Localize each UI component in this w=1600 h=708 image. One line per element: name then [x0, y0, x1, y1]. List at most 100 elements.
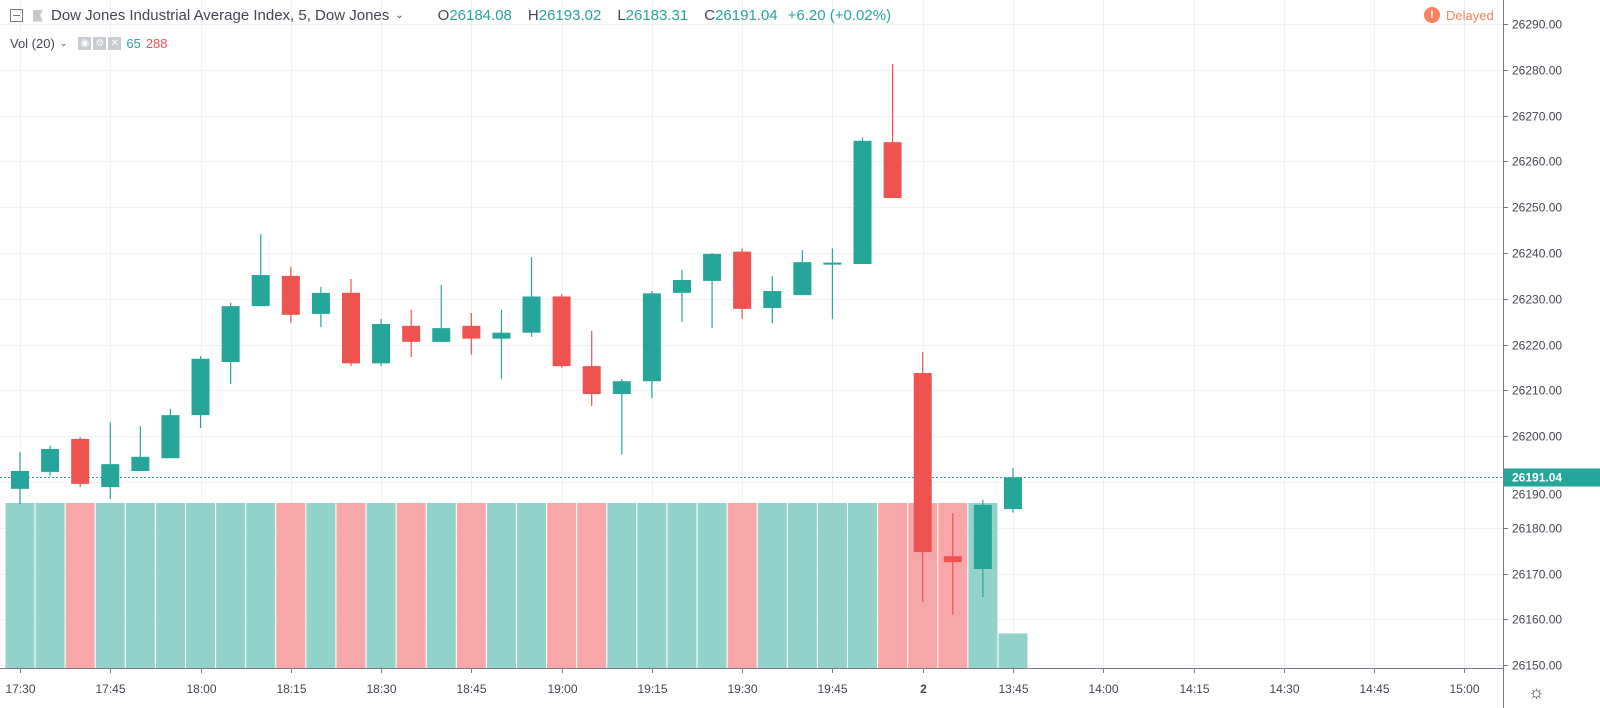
open-label: O [437, 7, 450, 24]
candle-body [703, 253, 722, 281]
volume-bar [848, 503, 878, 668]
settings-gear-icon[interactable]: ☼ [1528, 682, 1545, 702]
delayed-badge[interactable]: ! Delayed [1424, 7, 1494, 23]
price-tick-label: 26260.00 [1512, 155, 1562, 169]
volume-label[interactable]: Vol (20) [10, 36, 55, 51]
candle [522, 257, 541, 337]
exclamation-circle-icon: ! [1424, 7, 1440, 23]
price-tick-label: 26250.00 [1512, 201, 1562, 215]
price-tick-label: 26190.00 [1512, 488, 1562, 502]
price-tick-label: 26160.00 [1512, 613, 1562, 627]
price-tick-label: 26230.00 [1512, 293, 1562, 307]
candle-body [612, 381, 631, 395]
volume-bar [878, 503, 908, 668]
time-tick-label: 18:30 [366, 682, 396, 696]
candle-body [823, 262, 842, 265]
time-tick-label: 15:00 [1449, 682, 1479, 696]
time-tick-label: 2 [920, 682, 927, 696]
candle-body [341, 292, 360, 364]
low-value: 26183.31 [625, 7, 689, 24]
candle [642, 291, 661, 399]
candle-body [101, 464, 120, 488]
time-tick-label: 18:00 [186, 682, 216, 696]
price-tick-label: 26200.00 [1512, 430, 1562, 444]
candle-body [733, 251, 752, 309]
candle [131, 426, 150, 472]
time-tick-label: 14:45 [1359, 682, 1389, 696]
eye-icon[interactable]: ◉ [78, 37, 92, 50]
gear-icon[interactable]: ⚙ [93, 37, 107, 50]
volume-bar [577, 503, 607, 668]
low-label: L [617, 7, 626, 24]
candle [101, 422, 120, 499]
price-tick-label: 26270.00 [1512, 110, 1562, 124]
volume-ma-value: 288 [145, 36, 168, 51]
time-tick-label: 17:45 [95, 682, 125, 696]
time-axis[interactable]: 17:30 17:45 18:00 18:15 18:30 18:45 19:00 19:15… [5, 668, 1480, 696]
candle [943, 513, 962, 615]
volume-bar [396, 503, 426, 668]
chevron-down-icon[interactable]: ⌄ [395, 10, 404, 21]
candle-body [311, 292, 330, 314]
volume-bar [456, 503, 486, 668]
volume-bar [366, 503, 396, 668]
last-price-badge: 26191.04 [1504, 468, 1600, 487]
candle [883, 63, 902, 199]
candle [251, 234, 270, 307]
volume-bar [607, 503, 637, 668]
volume-bar [95, 503, 125, 668]
candle [552, 294, 571, 368]
volume-bars [5, 503, 1028, 668]
delayed-label: Delayed [1446, 7, 1494, 23]
candle-body [402, 325, 421, 342]
high-value: 26193.02 [538, 7, 602, 24]
volume-bar [306, 503, 336, 668]
candle [281, 266, 300, 323]
minus-square-icon[interactable] [10, 9, 23, 22]
candle-body [131, 456, 150, 472]
candle-body [221, 306, 240, 363]
candle [582, 330, 601, 406]
chevron-down-icon[interactable]: ⌄ [59, 38, 68, 48]
candle-body [281, 275, 300, 315]
candle [823, 248, 842, 319]
candle-body [672, 280, 691, 293]
candle-body [432, 328, 451, 342]
time-tick-label: 18:15 [276, 682, 306, 696]
candle-body [582, 366, 601, 395]
volume-bar [336, 503, 366, 668]
price-tick-label: 26240.00 [1512, 247, 1562, 261]
candle-body [11, 471, 29, 489]
time-tick-label: 19:00 [547, 682, 577, 696]
candle [161, 408, 180, 459]
candle-body [191, 358, 210, 416]
candle [402, 309, 421, 357]
candle-body [462, 325, 481, 339]
candle [221, 302, 240, 384]
price-axis[interactable]: 26150.00 26160.00 26170.00 26180.00 26190.00… [1503, 18, 1562, 673]
volume-bar [637, 503, 667, 668]
candle-body [251, 274, 270, 307]
close-label: C [704, 7, 716, 24]
volume-bar [5, 503, 35, 668]
candle [432, 285, 451, 342]
volume-bar [216, 503, 246, 668]
volume-legend: Vol (20) ⌄ ◉ ⚙ ✕ 65 288 [10, 36, 168, 51]
candle [973, 499, 992, 597]
volume-bar [547, 503, 577, 668]
volume-bar [125, 503, 155, 668]
symbol-title[interactable]: Dow Jones Industrial Average Index, 5, D… [51, 7, 390, 24]
volume-bar [697, 503, 727, 668]
candle [311, 286, 330, 328]
close-icon[interactable]: ✕ [108, 37, 122, 50]
flag-icon[interactable] [33, 9, 43, 22]
volume-bar [817, 503, 847, 668]
price-tick-label: 26290.00 [1512, 18, 1562, 32]
volume-bar [998, 633, 1028, 668]
candle [793, 250, 812, 296]
candle [763, 275, 782, 324]
candle [71, 437, 90, 488]
volume-bar [65, 503, 95, 668]
candle-body [793, 262, 812, 296]
